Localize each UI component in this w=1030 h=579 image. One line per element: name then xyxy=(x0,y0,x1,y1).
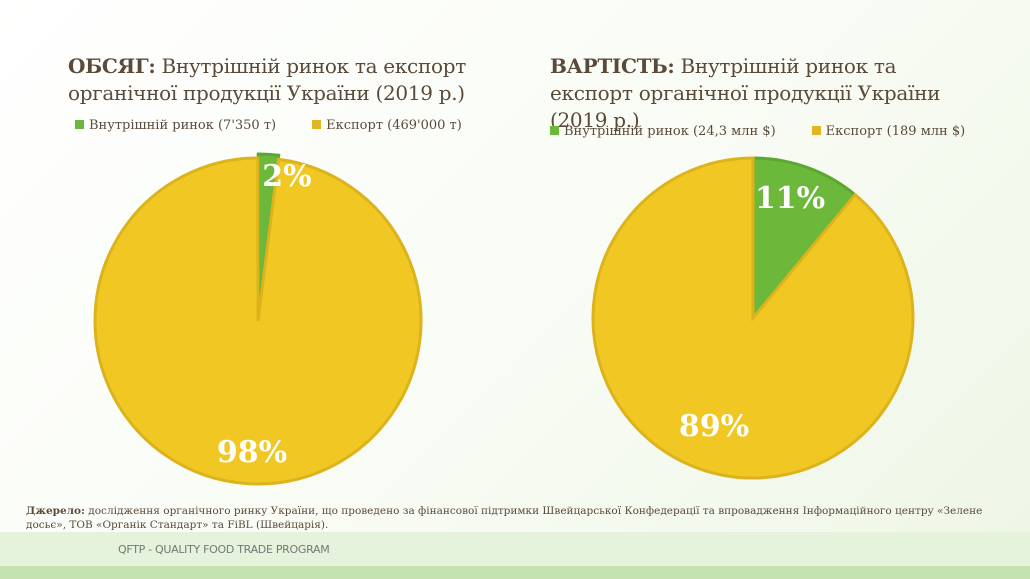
data-label: 89% xyxy=(679,409,749,444)
legend-volume: Внутрішній ринок (7'350 т) Експорт (469'… xyxy=(75,118,462,133)
footer-text: QFTP - QUALITY FOOD TRADE PROGRAM xyxy=(118,543,330,556)
pie-slice xyxy=(591,156,915,480)
chart-title-value: ВАРТІСТЬ: Внутрішній ринок та експорт ор… xyxy=(550,54,941,132)
data-label: 98% xyxy=(217,435,287,470)
legend-item: Внутрішній ринок (24,3 млн $) xyxy=(550,124,776,139)
footer-strip xyxy=(0,566,1030,579)
legend-value: Внутрішній ринок (24,3 млн $) Експорт (1… xyxy=(550,124,965,139)
pie-slice xyxy=(751,156,858,323)
legend-item: Внутрішній ринок (7'350 т) xyxy=(75,118,276,133)
legend-item: Експорт (189 млн $) xyxy=(811,124,965,139)
chart-title-volume: ОБСЯГ: Внутрішній ринок та експорт орган… xyxy=(68,54,466,105)
data-label: 11% xyxy=(755,181,825,216)
source-note: Джерело: дослідження органічного ринку У… xyxy=(26,505,983,531)
footer-band: QFTP - QUALITY FOOD TRADE PROGRAM xyxy=(0,532,1030,566)
legend-item: Експорт (469'000 т) xyxy=(312,118,462,133)
pie-slice xyxy=(93,156,423,486)
data-label: 2% xyxy=(262,159,311,194)
